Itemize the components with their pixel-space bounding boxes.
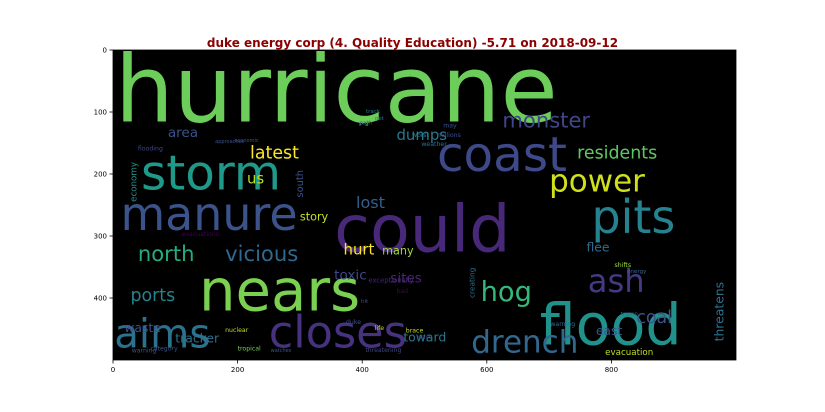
word-worst: worst: [412, 132, 430, 139]
word-toxic: toxic: [334, 267, 367, 283]
word-nuclear: nuclear: [225, 327, 249, 334]
word-weather: weather: [421, 141, 447, 148]
word-may: may: [443, 123, 457, 130]
chart-title: duke energy corp (4. Quality Education) …: [206, 36, 619, 50]
word-latest: latest: [250, 144, 299, 164]
word-warning: warning: [132, 348, 157, 355]
word-drench: drench: [471, 325, 578, 361]
word-monster: monster: [502, 108, 590, 133]
word-brace: brace: [406, 328, 424, 335]
word-flee: flee: [586, 240, 609, 255]
word-get: get: [375, 116, 385, 122]
x-tick-label: 800: [605, 366, 618, 374]
word-track: track: [366, 109, 381, 115]
word-sites: sites: [390, 271, 422, 287]
word-south: south: [295, 170, 306, 198]
word-category: category: [150, 346, 178, 353]
word-toward: toward: [403, 329, 446, 344]
word-could: could: [334, 193, 510, 268]
word-hit: hit: [361, 299, 369, 305]
y-tick-label: 400: [94, 295, 107, 303]
word-pig: pig: [359, 119, 369, 126]
word-flood: flood: [540, 293, 682, 359]
word-us: us: [247, 169, 264, 187]
word-tropical: tropical: [238, 346, 261, 353]
word-warning: warning: [550, 321, 575, 328]
x-tick-label: 0: [111, 366, 115, 374]
word-evacuations: evacuations: [182, 231, 219, 238]
word-nears: nears: [199, 256, 360, 324]
word-shifts: shifts: [615, 262, 632, 269]
word-storm: storm: [141, 146, 281, 202]
word-threatens: threatens: [712, 282, 727, 342]
x-axis: 0 200 400 600 800: [111, 360, 618, 374]
word-ash: ash: [588, 262, 645, 300]
word-closes: closes: [269, 307, 407, 359]
word-pits: pits: [591, 190, 675, 244]
word-path: path: [360, 120, 373, 126]
word-creating: creating: [467, 267, 476, 298]
word-energy: energy: [627, 269, 647, 275]
axes-frame: [112, 49, 737, 361]
word-millions: millions: [437, 132, 461, 139]
word-economy: economy: [130, 162, 140, 202]
wordcloud-background: [113, 50, 736, 360]
word-duke: duke: [346, 319, 361, 326]
word-north: north: [138, 241, 195, 266]
word-life: life: [375, 325, 385, 332]
word-coal: coal: [636, 308, 672, 328]
word-power: power: [549, 163, 645, 199]
word-exceptionally: exceptionally: [368, 277, 413, 285]
y-tick-label: 300: [94, 233, 107, 241]
x-tick-label: 600: [480, 366, 493, 374]
word-dumps: dumps: [396, 126, 447, 144]
word-hog: hog: [481, 277, 532, 308]
y-tick-label: 200: [94, 171, 107, 179]
word-ports: ports: [130, 286, 175, 306]
y-tick-label: 0: [103, 47, 107, 55]
word-coast: coast: [437, 127, 567, 183]
word-economic: economic: [234, 138, 258, 144]
word-tracker: tracker: [175, 331, 220, 346]
word-hurt: hurt: [344, 241, 375, 259]
word-many: many: [382, 245, 414, 258]
word-manure: manure: [120, 187, 297, 241]
word-watches: watches: [271, 348, 292, 354]
word-trump: trump: [621, 311, 638, 317]
word-hurricane: hurricane: [115, 35, 558, 143]
word-residents: residents: [577, 144, 657, 164]
x-tick-label: 200: [231, 366, 244, 374]
y-axis: 0 100 200 300 400: [94, 47, 113, 303]
x-tick-label: 400: [356, 366, 369, 374]
y-tick-label: 100: [94, 109, 107, 117]
word-threatening: threatening: [365, 347, 401, 354]
word-vicious: vicious: [225, 241, 298, 266]
word-area: area: [168, 125, 198, 141]
word-evacuation: evacuation: [605, 348, 653, 358]
word-aims: aims: [114, 311, 210, 358]
word-approaches: approaches: [215, 139, 244, 145]
word-story: story: [300, 211, 329, 224]
word-waste: waste: [124, 320, 161, 335]
word-lost: lost: [356, 193, 385, 212]
word-bad: bad: [396, 288, 408, 295]
word-flooding: flooding: [138, 145, 163, 152]
word-says: says: [418, 334, 432, 341]
word-east: east: [596, 323, 623, 338]
